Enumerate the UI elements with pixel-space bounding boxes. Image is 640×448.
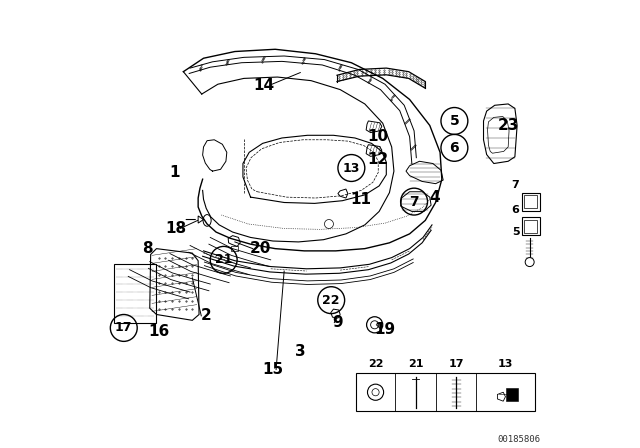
Text: 1: 1 — [169, 165, 180, 180]
Text: 6: 6 — [449, 141, 460, 155]
Text: 14: 14 — [253, 78, 275, 93]
Bar — [114, 264, 156, 323]
Text: 11: 11 — [350, 192, 371, 207]
Text: 2: 2 — [200, 308, 211, 323]
Text: 21: 21 — [215, 253, 232, 267]
Text: 5: 5 — [449, 114, 460, 128]
Text: 9: 9 — [333, 315, 343, 330]
Text: 4: 4 — [429, 190, 440, 205]
Bar — [506, 388, 518, 401]
Bar — [524, 195, 537, 208]
Text: 13: 13 — [498, 359, 513, 369]
Text: 15: 15 — [262, 362, 284, 377]
Text: 12: 12 — [367, 151, 389, 167]
Text: 5: 5 — [512, 227, 519, 237]
Text: 18: 18 — [165, 221, 186, 236]
Text: 13: 13 — [342, 161, 360, 175]
Bar — [524, 220, 537, 233]
Text: 23: 23 — [497, 118, 519, 133]
Text: 17: 17 — [449, 359, 464, 369]
Text: 7: 7 — [409, 194, 419, 209]
Text: 21: 21 — [408, 359, 424, 369]
Bar — [522, 193, 540, 211]
Text: 16: 16 — [148, 324, 170, 339]
Bar — [522, 217, 540, 235]
Text: 00185806: 00185806 — [497, 435, 540, 444]
Text: 17: 17 — [115, 321, 132, 335]
Bar — [356, 373, 535, 411]
Text: 8: 8 — [142, 241, 153, 256]
Circle shape — [525, 258, 534, 267]
Text: 7: 7 — [511, 181, 519, 190]
Text: 3: 3 — [294, 344, 305, 359]
Text: 22: 22 — [323, 293, 340, 307]
Text: 19: 19 — [374, 322, 396, 337]
Text: 22: 22 — [368, 359, 383, 369]
Text: 20: 20 — [250, 241, 271, 256]
Text: 6: 6 — [511, 205, 519, 215]
Text: 10: 10 — [367, 129, 389, 144]
